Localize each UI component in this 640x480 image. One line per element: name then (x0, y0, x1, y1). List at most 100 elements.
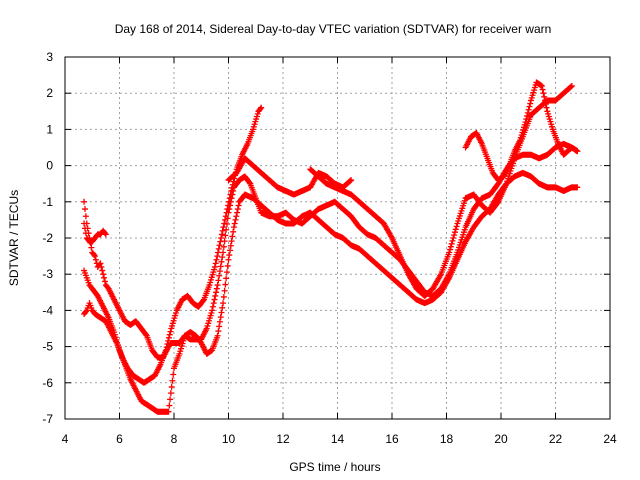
x-tick-label: 22 (549, 432, 563, 446)
data-point (525, 106, 532, 113)
data-point (91, 253, 98, 260)
data-point (210, 300, 217, 307)
y-tick-label: -1 (42, 195, 53, 209)
series-track-6 (307, 82, 575, 299)
data-point (169, 377, 176, 384)
data-point (213, 289, 220, 296)
data-point (527, 100, 534, 107)
data-point (101, 274, 108, 281)
data-point (540, 90, 547, 97)
data-point (217, 263, 224, 270)
data-point (165, 337, 172, 344)
y-tick-label: 3 (46, 50, 53, 64)
data-point (222, 232, 229, 239)
data-point (574, 184, 581, 191)
x-tick-label: 8 (171, 432, 178, 446)
x-tick-label: 12 (276, 432, 290, 446)
data-point (447, 246, 454, 253)
y-tick-label: -7 (42, 412, 53, 426)
data-point (539, 86, 546, 93)
data-point (231, 220, 238, 227)
data-point (216, 268, 223, 275)
x-tick-label: 14 (331, 432, 345, 446)
data-point (447, 243, 454, 250)
data-point (213, 256, 220, 263)
data-point (92, 256, 99, 263)
data-point (170, 371, 177, 378)
data-point (450, 235, 457, 241)
data-point (218, 235, 225, 241)
grid (65, 57, 610, 419)
y-tick-label: -6 (42, 376, 53, 390)
data-point (230, 178, 237, 185)
data-point (200, 297, 207, 304)
data-point (523, 116, 530, 123)
data-point (81, 225, 88, 232)
data-point (218, 258, 225, 265)
data-point (453, 223, 460, 230)
data-point (162, 347, 169, 354)
x-tick-label: 24 (603, 432, 617, 446)
data-point (81, 198, 88, 205)
data-point (166, 402, 173, 409)
data-point (524, 112, 531, 119)
y-tick-label: 0 (46, 159, 53, 173)
data-point (542, 101, 549, 108)
data-point (449, 237, 456, 244)
data-point (221, 220, 228, 227)
data-point (234, 206, 241, 213)
data-point (228, 187, 235, 194)
x-tick-label: 16 (385, 432, 399, 446)
data-point (522, 119, 529, 126)
data-point (211, 263, 218, 270)
data-point (215, 328, 222, 335)
data-point (163, 344, 170, 351)
data-point (213, 285, 220, 292)
data-point (225, 202, 232, 209)
data-point (227, 242, 234, 249)
data-point (230, 224, 237, 231)
chart-title: Day 168 of 2014, Sidereal Day-to-day VTE… (115, 22, 552, 36)
series-track-5 (225, 155, 355, 198)
data-point (224, 262, 231, 269)
data-point (232, 216, 239, 223)
data-point (167, 390, 174, 397)
data-point (81, 220, 88, 227)
data-point (142, 331, 149, 338)
data-point (220, 224, 227, 231)
data-point (216, 323, 223, 330)
data-point (88, 244, 95, 251)
data-point (214, 332, 221, 339)
x-tick-label: 6 (116, 432, 123, 446)
data-point (541, 93, 548, 100)
data-point (225, 256, 232, 263)
data-point (224, 206, 231, 213)
data-point (211, 296, 218, 303)
data-point (446, 249, 453, 256)
data-point (81, 206, 88, 213)
data-point (164, 341, 171, 348)
data-point (233, 213, 240, 220)
data-point (97, 260, 104, 267)
data-point (102, 231, 109, 238)
data-point (215, 277, 222, 284)
x-axis-label: GPS time / hours (289, 460, 380, 474)
y-tick-label: -5 (42, 340, 53, 354)
data-point (216, 318, 223, 325)
data-point (222, 281, 229, 288)
data-point (229, 181, 236, 188)
data-point (218, 309, 225, 316)
data-point (235, 202, 242, 209)
data-point (220, 243, 227, 250)
data-point (165, 408, 172, 415)
data-point (82, 213, 89, 220)
data-point (524, 109, 531, 116)
data-point (223, 275, 230, 282)
data-point (227, 247, 234, 254)
data-point (165, 334, 172, 341)
data-point (226, 195, 233, 202)
data-point (226, 252, 233, 259)
y-tick-label: -3 (42, 267, 53, 281)
data-point (229, 233, 236, 240)
data-point (222, 213, 229, 220)
